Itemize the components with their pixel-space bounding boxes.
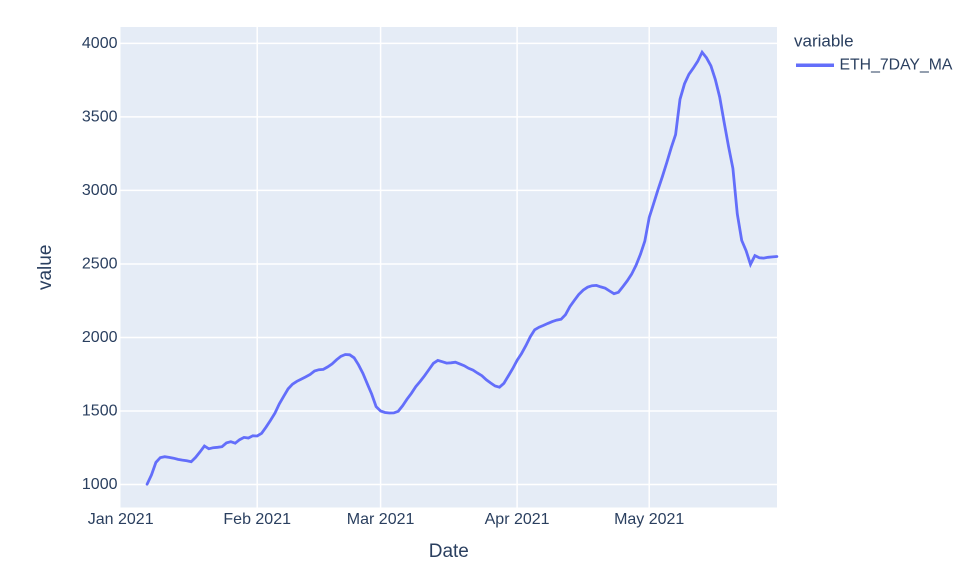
svg-text:3500: 3500 — [82, 108, 118, 125]
svg-text:Date: Date — [429, 541, 469, 562]
svg-text:4000: 4000 — [82, 35, 118, 52]
svg-text:Apr 2021: Apr 2021 — [485, 511, 550, 528]
svg-text:value: value — [35, 245, 56, 290]
svg-text:ETH_7DAY_MA: ETH_7DAY_MA — [840, 56, 953, 73]
svg-text:May 2021: May 2021 — [614, 511, 684, 528]
svg-text:Jan 2021: Jan 2021 — [88, 511, 154, 528]
svg-text:2500: 2500 — [82, 256, 118, 273]
svg-text:Feb 2021: Feb 2021 — [223, 511, 291, 528]
svg-text:3000: 3000 — [82, 182, 118, 199]
svg-text:1500: 1500 — [82, 403, 118, 420]
svg-text:Mar 2021: Mar 2021 — [347, 511, 415, 528]
svg-text:1000: 1000 — [82, 476, 118, 493]
svg-text:2000: 2000 — [82, 329, 118, 346]
svg-text:variable: variable — [794, 32, 854, 51]
